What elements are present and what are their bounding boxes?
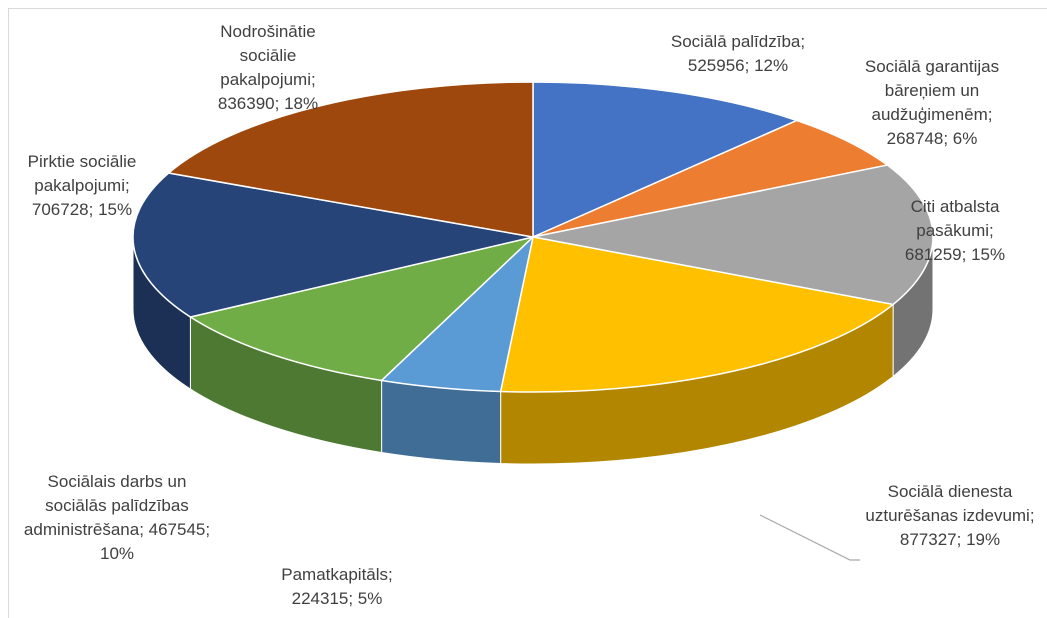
slice bbox=[188, 235, 536, 382]
slice bbox=[532, 164, 934, 306]
chart-border bbox=[8, 8, 1047, 618]
data-label: Sociālā palīdzība; 525956; 12% bbox=[670, 32, 806, 75]
slice bbox=[166, 81, 534, 238]
slice bbox=[532, 81, 799, 239]
data-label: Sociālā dienesta uzturēšanas izdevumi; 8… bbox=[865, 482, 1035, 549]
slice-side bbox=[381, 379, 502, 465]
slice bbox=[532, 119, 890, 238]
data-label: Citi atbalsta pasākumi; 681259; 15% bbox=[904, 197, 1006, 264]
data-label: Pamatkapitāls; 224315; 5% bbox=[281, 565, 393, 608]
data-label: Nodrošinātie sociālie pakalpojumi; 83639… bbox=[217, 22, 319, 113]
data-label: Pirktie sociālie pakalpojumi; 706728; 15… bbox=[27, 152, 137, 219]
data-label: Sociālā garantijas bāreņiem un audžuģime… bbox=[864, 57, 1000, 148]
data-label: Sociālais darbs un sociālās palīdzības a… bbox=[23, 472, 211, 563]
leader-line bbox=[759, 514, 860, 561]
slice bbox=[499, 236, 895, 393]
slice bbox=[132, 172, 534, 318]
